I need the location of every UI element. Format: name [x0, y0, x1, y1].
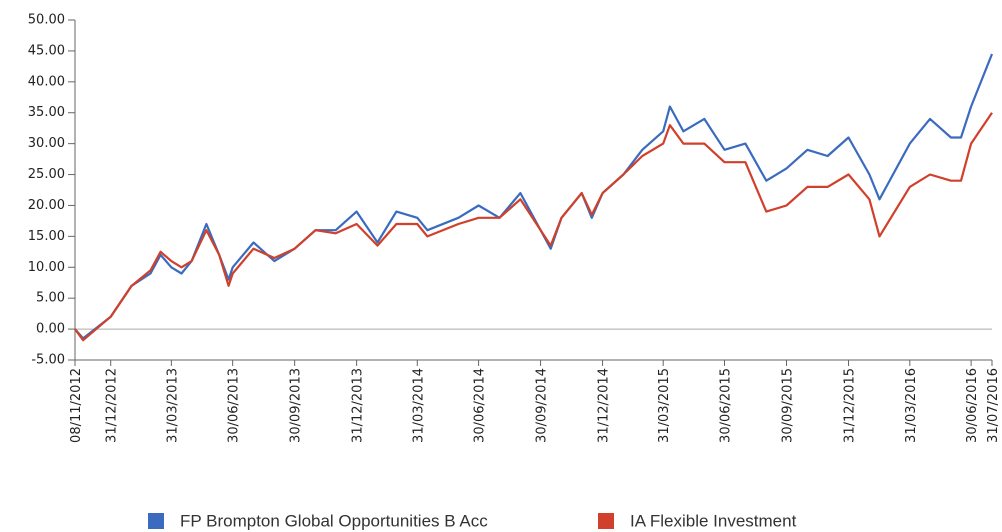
x-tick-label: 30/09/2013	[289, 368, 304, 443]
legend-label: FP Brompton Global Opportunities B Acc	[180, 511, 488, 530]
x-tick-label: 31/03/2013	[165, 368, 180, 443]
x-tick-label: 31/12/2014	[597, 368, 612, 443]
y-tick-label: 45.00	[28, 43, 65, 58]
series-line	[74, 53, 994, 340]
series-line	[74, 112, 993, 342]
y-tick-label: 50.00	[28, 13, 65, 28]
x-tick-label: 30/06/2015	[719, 368, 734, 443]
x-tick-label: 30/06/2013	[227, 368, 242, 443]
y-tick-label: 20.00	[28, 198, 65, 213]
x-tick-label: 30/06/2016	[965, 368, 980, 443]
legend-label: IA Flexible Investment	[630, 511, 797, 530]
x-tick-label: 08/11/2012	[69, 368, 84, 443]
y-tick-label: 40.00	[28, 74, 65, 89]
y-tick-label: 5.00	[36, 291, 65, 306]
legend-swatch	[148, 513, 164, 529]
y-tick-label: -5.00	[31, 353, 65, 368]
y-tick-label: 0.00	[36, 322, 65, 337]
x-tick-label: 31/12/2012	[105, 368, 120, 443]
x-tick-label: 30/06/2014	[473, 368, 488, 443]
y-tick-label: 30.00	[28, 136, 65, 151]
y-tick-label: 35.00	[28, 105, 65, 120]
x-tick-label: 31/03/2016	[904, 368, 919, 443]
y-tick-label: 25.00	[28, 167, 65, 182]
x-tick-label: 30/09/2014	[535, 368, 550, 443]
legend-swatch	[598, 513, 614, 529]
x-tick-label: 31/07/2016	[986, 368, 1001, 443]
x-tick-label: 31/12/2015	[842, 368, 857, 443]
x-tick-label: 31/03/2014	[411, 368, 426, 443]
y-tick-label: 10.00	[28, 260, 65, 275]
x-tick-label: 31/12/2013	[351, 368, 366, 443]
y-tick-label: 15.00	[28, 229, 65, 244]
x-tick-label: 31/03/2015	[657, 368, 672, 443]
x-tick-label: 30/09/2015	[781, 368, 796, 443]
